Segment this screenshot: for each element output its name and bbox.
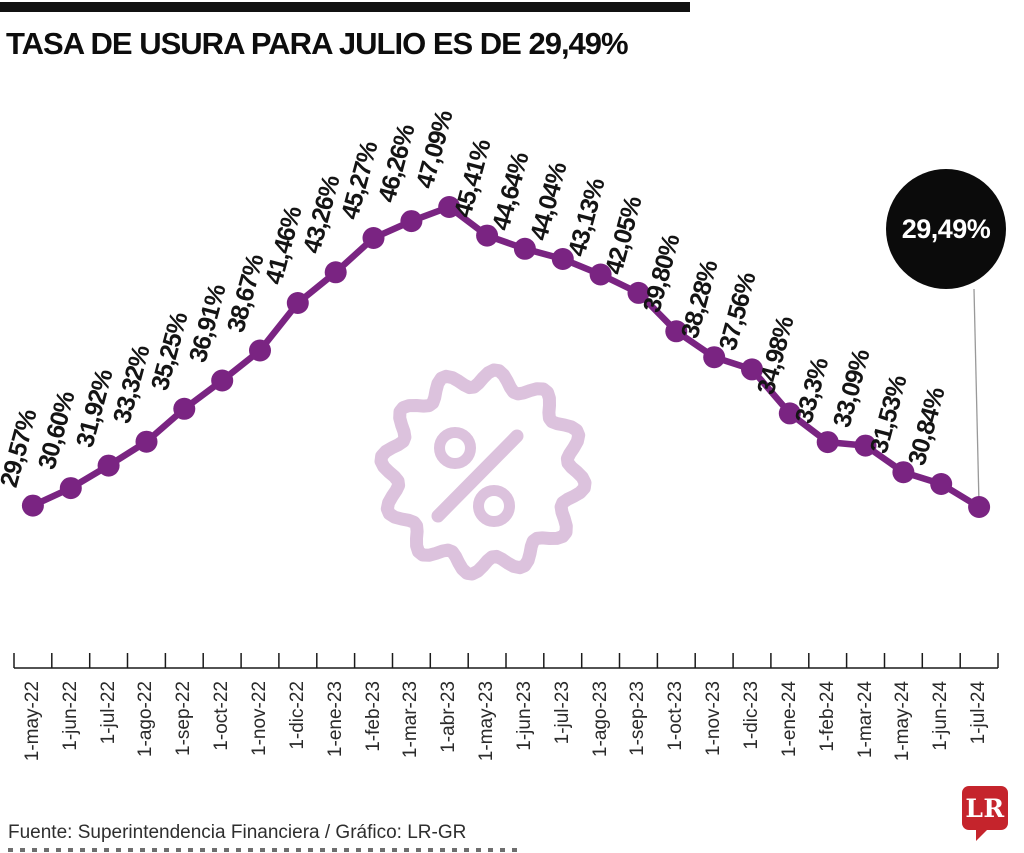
data-point-marker: [665, 320, 688, 343]
page-title: TASA DE USURA PARA JULIO ES DE 29,49%: [6, 26, 629, 61]
data-point-marker: [778, 402, 801, 425]
title-accent-bar: [0, 2, 690, 12]
x-axis: [13, 653, 999, 669]
x-axis-tick-label: 1-jun-22: [59, 681, 81, 751]
data-point-marker: [211, 369, 234, 392]
x-axis-tick-label: 1-nov-22: [249, 681, 270, 756]
data-point-marker: [97, 454, 120, 477]
latest-value-callout: 29,49%: [886, 169, 1006, 289]
x-axis-tick-label: 1-mar-24: [854, 681, 876, 759]
x-axis-tick-label: 1-feb-23: [362, 681, 384, 752]
x-axis-tick-label: 1-oct-23: [665, 681, 687, 751]
x-axis-tick-label: 1-ene-23: [324, 681, 346, 758]
data-point-marker: [438, 196, 461, 218]
data-point-marker: [362, 227, 385, 249]
data-point-marker: [513, 237, 536, 260]
data-point-marker: [249, 339, 271, 362]
data-point-marker: [400, 210, 423, 233]
x-axis-tick-label: 1-jun-23: [513, 681, 535, 751]
x-axis-tick-label: 1-dic-23: [741, 681, 762, 750]
data-point-marker: [135, 430, 158, 453]
x-axis-tick-label: 1-oct-22: [211, 681, 233, 751]
data-point-marker: [741, 358, 763, 381]
x-axis-tick-label: 1-jun-24: [930, 681, 952, 751]
data-point-marker: [854, 434, 877, 457]
data-point-marker: [968, 496, 991, 518]
data-point-marker: [551, 248, 574, 270]
lr-logo-text: LR: [965, 793, 1005, 823]
clipped-text-remnant: [8, 848, 520, 852]
data-point-marker: [21, 494, 44, 517]
x-axis-tick-label: 1-abr-23: [438, 681, 460, 753]
data-point-marker: [892, 461, 915, 484]
x-axis-tick-label: 1-jul-22: [97, 681, 119, 745]
x-axis-tick-label: 1-may-24: [892, 681, 914, 762]
x-axis-tick-label: 1-sep-22: [173, 681, 195, 756]
x-axis-tick-label: 1-may-22: [21, 681, 43, 762]
data-point-marker: [627, 281, 650, 304]
x-axis-tick-label: 1-ago-23: [589, 681, 611, 758]
percent-badge-icon: [374, 363, 592, 581]
data-point-marker: [286, 292, 309, 314]
data-point-marker: [816, 431, 839, 454]
data-point-marker: [324, 261, 347, 284]
data-point-marker: [173, 397, 196, 420]
data-point-marker: [59, 477, 82, 500]
latest-value-label: 29,49%: [901, 213, 991, 244]
x-axis-tick-label: 1-feb-24: [816, 681, 838, 752]
x-axis-tick-label: 1-mar-23: [400, 681, 422, 759]
data-point-marker: [930, 473, 953, 495]
x-axis-tick-label: 1-jul-24: [968, 681, 990, 745]
data-point-marker: [703, 346, 726, 369]
lr-logo: LR: [962, 786, 1008, 830]
x-axis-tick-label: 1-dic-22: [286, 681, 308, 750]
x-axis-tick-label: 1-jul-23: [551, 681, 573, 745]
x-axis-tick-label: 1-sep-23: [627, 681, 649, 756]
source-attribution: Fuente: Superintendencia Financiera / Gr…: [8, 822, 467, 843]
x-axis-tick-label: 1-ene-24: [778, 681, 800, 758]
lr-logo-tail: [976, 828, 989, 841]
callout-leader-line: [973, 288, 980, 508]
x-axis-tick-label: 1-nov-23: [703, 681, 725, 756]
x-axis-tick-label: 1-ago-22: [135, 681, 157, 758]
x-axis-tick-label: 1-may-23: [476, 681, 498, 762]
data-point-marker: [589, 263, 612, 286]
data-point-marker: [476, 224, 499, 247]
